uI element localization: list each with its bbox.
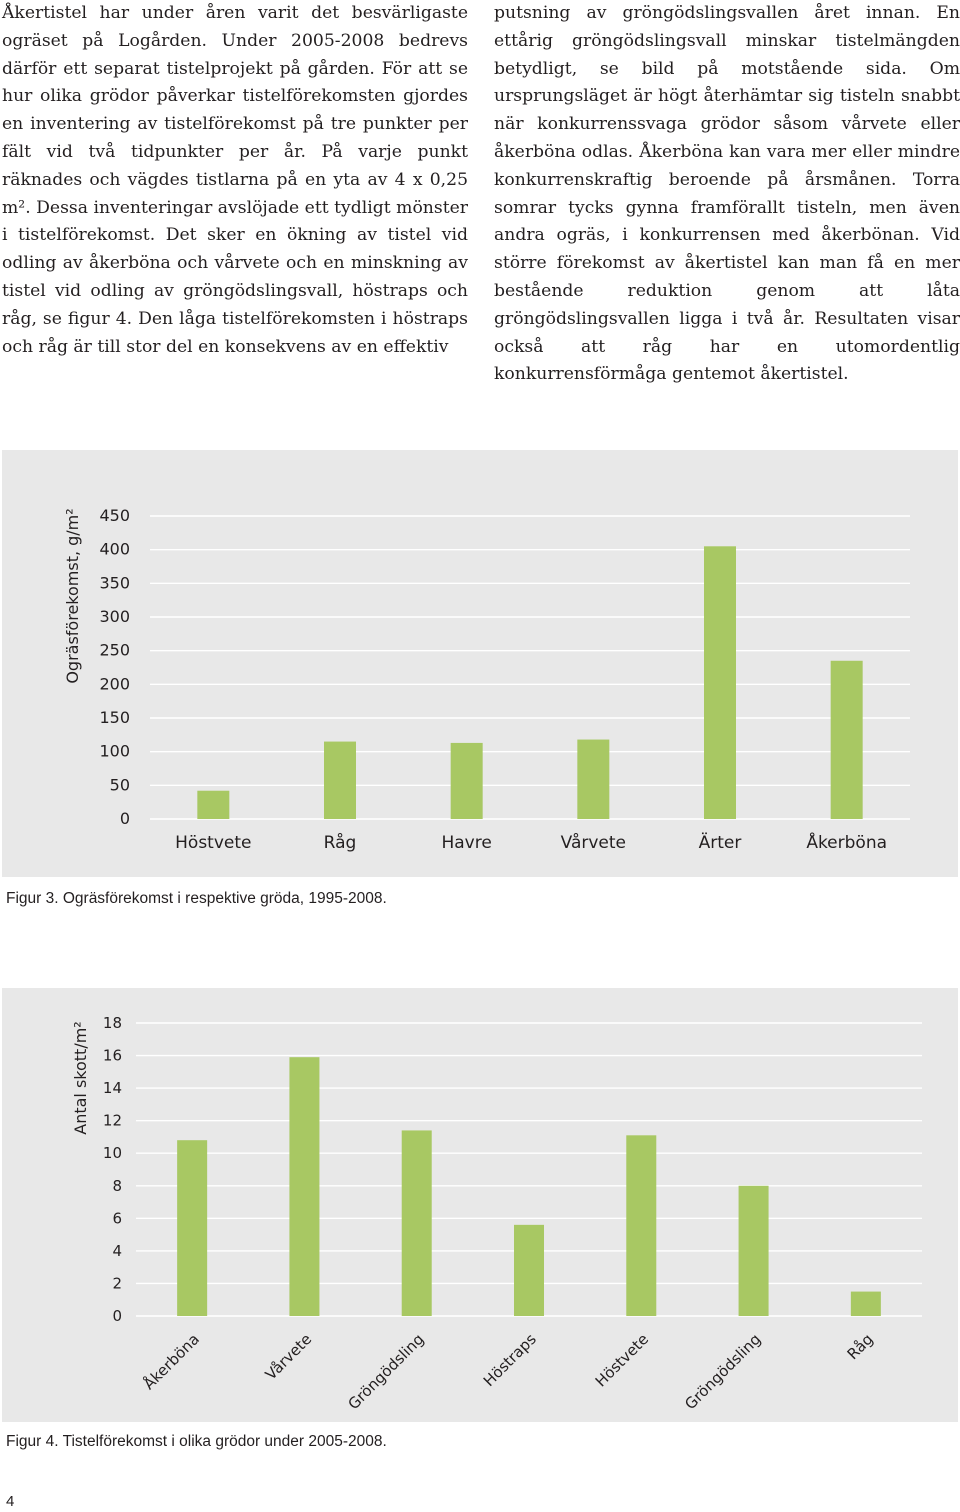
- y-tick-label: 6: [112, 1209, 122, 1227]
- y-tick-label: 200: [99, 674, 130, 693]
- x-tick-label: Vårvete: [561, 832, 626, 853]
- y-tick-label: 18: [103, 1014, 122, 1032]
- y-tick-label: 16: [103, 1047, 122, 1065]
- figure-4-caption: Figur 4. Tistelförekomst i olika grödor …: [6, 1433, 387, 1450]
- x-tick-label: Höstvete: [592, 1330, 652, 1390]
- x-tick-label: Havre: [441, 833, 491, 853]
- bar: [704, 546, 736, 819]
- bar: [514, 1224, 544, 1316]
- bar: [197, 790, 230, 819]
- bar: [738, 1185, 769, 1316]
- page-number: 4: [6, 1493, 15, 1510]
- figure-4-chart: 0 2 4 6 8 10 12 14 16 18 Åkerböna Vårvete Gröngödsli…: [2, 988, 958, 1422]
- x-tick-label: Höstraps: [480, 1330, 540, 1390]
- x-tick-label: Åkerböna: [806, 831, 887, 853]
- y-tick-label: 150: [99, 708, 130, 727]
- y-tick-label: 10: [103, 1144, 122, 1162]
- x-tick-label: Ärter: [699, 832, 742, 853]
- x-tick-label: Råg: [324, 832, 357, 853]
- y-tick-label: 350: [99, 573, 130, 592]
- x-tick-label: Höstvete: [175, 833, 251, 853]
- bar: [830, 660, 863, 819]
- figure-4-svg: 0 2 4 6 8 10 12 14 16 18 Åkerböna Vårvete Gröngödsli…: [71, 1014, 922, 1413]
- figure-3-chart: 0 50 100 150 200 250 300 350 400 450 Höstvete Råg Ha…: [2, 450, 958, 877]
- y-axis-title: Ogräsförekomst, g/m²: [63, 508, 82, 683]
- bar: [177, 1140, 208, 1316]
- figure-3-svg: 0 50 100 150 200 250 300 350 400 450 Höstvete Råg Ha…: [63, 506, 910, 853]
- y-tick-label: 300: [99, 607, 130, 626]
- bar: [289, 1057, 320, 1316]
- x-tick-label: Vårvete: [262, 1330, 316, 1384]
- y-tick-label: 0: [112, 1307, 122, 1325]
- y-tick-label: 12: [103, 1112, 122, 1130]
- figure-3-caption: Figur 3. Ogräsförekomst i respektive grö…: [6, 890, 387, 907]
- x-tick-label: Råg: [844, 1330, 877, 1363]
- y-tick-label: 400: [99, 540, 130, 559]
- bar: [626, 1135, 657, 1316]
- y-tick-label: 50: [110, 775, 130, 794]
- y-tick-label: 8: [112, 1177, 122, 1195]
- y-tick-label: 2: [112, 1274, 122, 1292]
- y-tick-label: 14: [103, 1079, 122, 1097]
- bar: [450, 742, 483, 819]
- bar: [324, 741, 356, 819]
- bar: [850, 1291, 881, 1316]
- y-tick-label: 0: [120, 809, 130, 828]
- x-tick-label: Gröngödsling: [681, 1330, 764, 1413]
- y-axis-title: Antal skott/m²: [71, 1021, 90, 1134]
- y-tick-label: 100: [99, 742, 130, 761]
- bar: [401, 1130, 432, 1316]
- bar: [577, 739, 610, 819]
- y-tick-label: 250: [99, 641, 130, 660]
- body-text-right-column: putsning av gröngödslingsvallen året inn…: [494, 3, 960, 385]
- body-text-left-column: Åkertistel har under åren varit det besv…: [2, 3, 468, 357]
- y-tick-label: 450: [99, 506, 130, 525]
- x-tick-label: Gröngödsling: [344, 1330, 427, 1413]
- y-tick-label: 4: [112, 1242, 122, 1260]
- x-tick-label: Åkerböna: [139, 1329, 203, 1393]
